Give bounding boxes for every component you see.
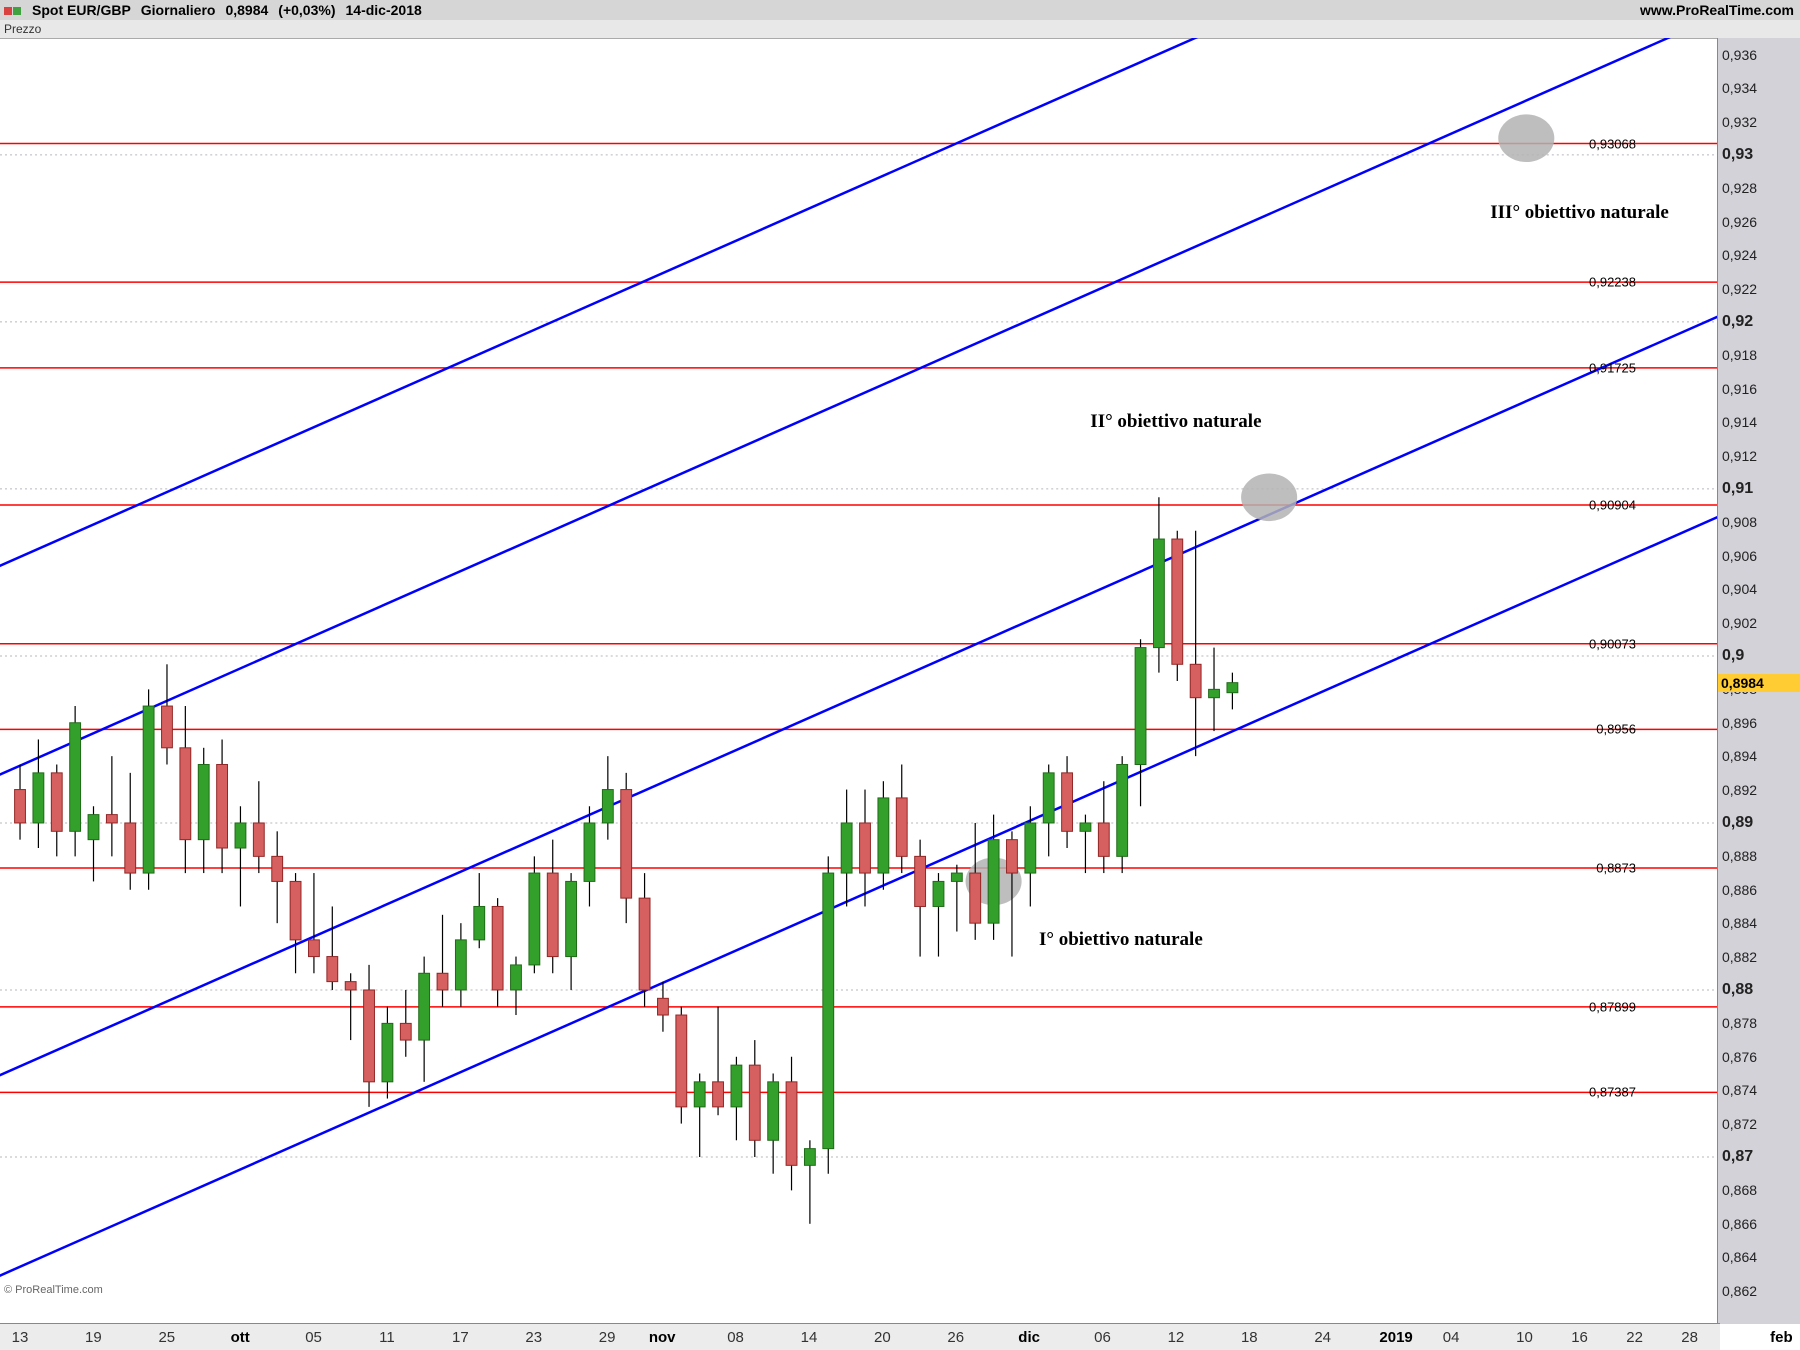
y-tick: 0,884 xyxy=(1722,915,1757,931)
x-tick: 05 xyxy=(305,1329,322,1346)
hline-label: 0,87387 xyxy=(1589,1085,1636,1100)
y-tick: 0,88 xyxy=(1722,981,1753,999)
hline-label: 0,8873 xyxy=(1596,861,1636,876)
y-tick: 0,862 xyxy=(1722,1283,1757,1299)
y-tick: 0,864 xyxy=(1722,1249,1757,1265)
current-price-marker: 0,8984 xyxy=(1718,674,1800,692)
y-tick: 0,908 xyxy=(1722,514,1757,530)
y-tick: 0,916 xyxy=(1722,381,1757,397)
y-tick: 0,936 xyxy=(1722,47,1757,63)
y-tick: 0,92 xyxy=(1722,313,1753,331)
y-tick: 0,91 xyxy=(1722,480,1753,498)
y-tick: 0,878 xyxy=(1722,1015,1757,1031)
y-tick: 0,924 xyxy=(1722,247,1757,263)
x-tick: 14 xyxy=(801,1329,818,1346)
y-tick: 0,874 xyxy=(1722,1082,1757,1098)
x-axis[interactable]: 13 19 25 ott 05 11 17 23 29 nov 08 14 20 26 dic 06 12 18 2… xyxy=(0,1323,1720,1350)
x-tick: 29 xyxy=(599,1329,616,1346)
x-tick: 22 xyxy=(1626,1329,1643,1346)
x-tick: 04 xyxy=(1443,1329,1460,1346)
y-tick: 0,934 xyxy=(1722,80,1757,96)
x-tick: 19 xyxy=(85,1329,102,1346)
x-tick: 18 xyxy=(1241,1329,1258,1346)
x-tick: ott xyxy=(231,1329,250,1346)
y-tick: 0,914 xyxy=(1722,414,1757,430)
y-tick: 0,928 xyxy=(1722,180,1757,196)
x-tick: dic xyxy=(1018,1329,1040,1346)
y-tick: 0,888 xyxy=(1722,848,1757,864)
hline-label: 0,93068 xyxy=(1589,136,1636,151)
y-tick: 0,886 xyxy=(1722,882,1757,898)
y-tick: 0,87 xyxy=(1722,1148,1753,1166)
change-pct-label: (+0,03%) xyxy=(278,0,335,20)
panel-title-bar: Prezzo xyxy=(0,20,1800,39)
y-tick: 0,922 xyxy=(1722,281,1757,297)
x-tick: 12 xyxy=(1168,1329,1185,1346)
hline-label: 0,8956 xyxy=(1596,722,1636,737)
chart-annotation: I° obiettivo naturale xyxy=(1039,929,1203,951)
y-tick: 0,918 xyxy=(1722,347,1757,363)
y-tick: 0,894 xyxy=(1722,748,1757,764)
y-tick: 0,912 xyxy=(1722,448,1757,464)
y-tick: 0,89 xyxy=(1722,814,1753,832)
y-tick: 0,904 xyxy=(1722,581,1757,597)
chart-svg xyxy=(0,38,1720,1324)
y-tick: 0,93 xyxy=(1722,146,1753,164)
y-tick: 0,866 xyxy=(1722,1216,1757,1232)
last-price-label: 0,8984 xyxy=(225,0,268,20)
y-tick: 0,892 xyxy=(1722,782,1757,798)
y-tick: 0,868 xyxy=(1722,1182,1757,1198)
hline-label: 0,91725 xyxy=(1589,360,1636,375)
x-tick: nov xyxy=(649,1329,676,1346)
x-tick: 13 xyxy=(12,1329,29,1346)
date-label: 14-dic-2018 xyxy=(346,0,422,20)
y-tick: 0,896 xyxy=(1722,715,1757,731)
x-tick: 24 xyxy=(1314,1329,1331,1346)
x-tick: 25 xyxy=(158,1329,175,1346)
y-tick: 0,926 xyxy=(1722,214,1757,230)
y-tick: 0,872 xyxy=(1722,1116,1757,1132)
x-tick: 2019 xyxy=(1379,1329,1412,1346)
x-tick: 20 xyxy=(874,1329,891,1346)
y-axis[interactable]: 0,936 0,934 0,932 0,93 0,928 0,926 0,924 0,922 0… xyxy=(1717,38,1800,1324)
x-tick: 08 xyxy=(727,1329,744,1346)
y-tick: 0,882 xyxy=(1722,949,1757,965)
x-tick: 26 xyxy=(947,1329,964,1346)
panel-title: Prezzo xyxy=(4,22,41,36)
hline-label: 0,87899 xyxy=(1589,999,1636,1014)
brand-label: www.ProRealTime.com xyxy=(1640,0,1794,20)
copyright-label: © ProRealTime.com xyxy=(4,1284,103,1296)
y-tick: 0,906 xyxy=(1722,548,1757,564)
hline-label: 0,92238 xyxy=(1589,275,1636,290)
x-tick: feb xyxy=(1770,1329,1793,1346)
x-tick: 28 xyxy=(1681,1329,1698,1346)
symbol-icon xyxy=(4,0,22,20)
chart-area[interactable]: I° obiettivo naturale II° obiettivo natur… xyxy=(0,38,1800,1324)
x-tick: 06 xyxy=(1094,1329,1111,1346)
plot-area[interactable]: I° obiettivo naturale II° obiettivo natur… xyxy=(0,38,1720,1324)
x-tick: 10 xyxy=(1516,1329,1533,1346)
chart-annotation: III° obiettivo naturale xyxy=(1490,202,1669,224)
hline-label: 0,90904 xyxy=(1589,497,1636,512)
x-tick: 16 xyxy=(1571,1329,1588,1346)
chart-header: Spot EUR/GBP Giornaliero 0,8984 (+0,03%)… xyxy=(0,0,1800,21)
x-tick: 17 xyxy=(452,1329,469,1346)
y-tick: 0,902 xyxy=(1722,615,1757,631)
y-tick: 0,932 xyxy=(1722,114,1757,130)
chart-annotation: II° obiettivo naturale xyxy=(1090,411,1261,433)
timeframe-label: Giornaliero xyxy=(141,0,216,20)
symbol-label: Spot EUR/GBP xyxy=(32,0,131,20)
y-tick: 0,876 xyxy=(1722,1049,1757,1065)
y-tick: 0,9 xyxy=(1722,647,1744,665)
hline-label: 0,90073 xyxy=(1589,636,1636,651)
x-tick: 23 xyxy=(525,1329,542,1346)
x-tick: 11 xyxy=(379,1329,395,1346)
